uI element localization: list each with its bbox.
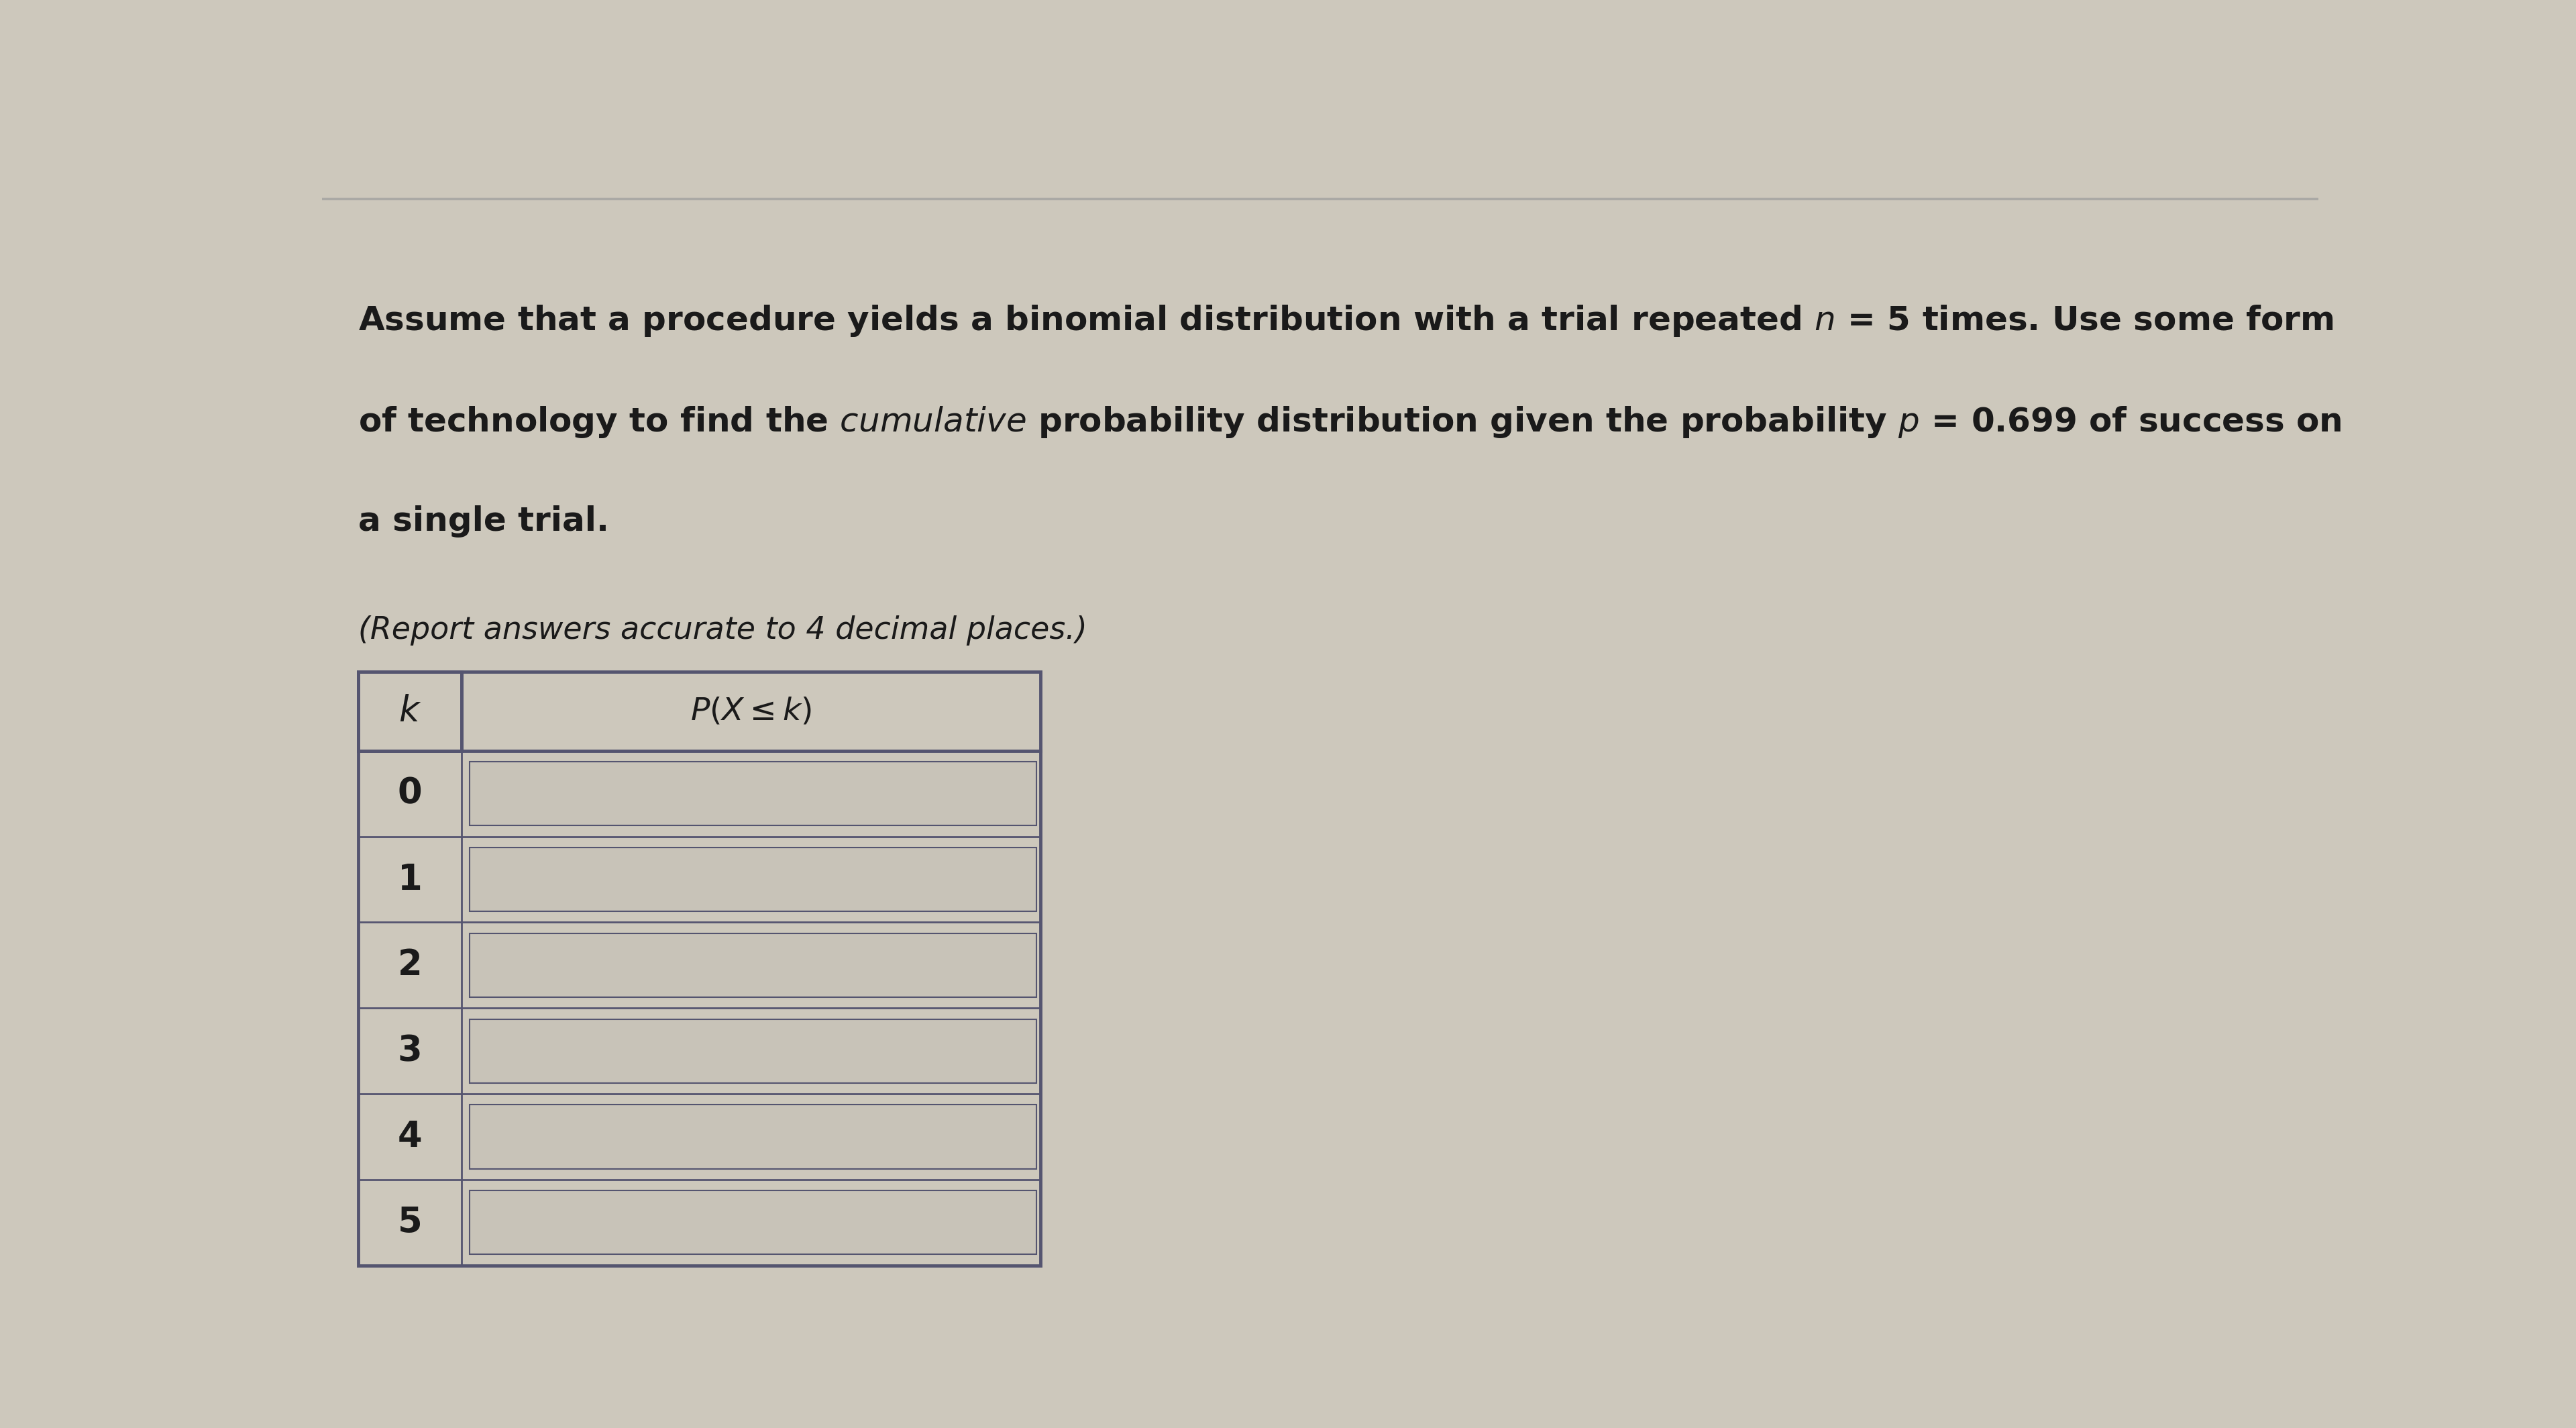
Bar bbox=[358, 1094, 461, 1180]
Text: 5: 5 bbox=[397, 1205, 422, 1240]
Bar bbox=[469, 848, 1036, 911]
Bar bbox=[358, 1180, 461, 1265]
Text: 3: 3 bbox=[397, 1034, 422, 1068]
Bar bbox=[469, 1105, 1036, 1168]
Text: $P(X \leq k)$: $P(X \leq k)$ bbox=[690, 695, 811, 727]
Bar bbox=[358, 837, 461, 922]
Bar bbox=[469, 1020, 1036, 1082]
Text: 0: 0 bbox=[397, 777, 422, 811]
Bar bbox=[358, 671, 1041, 1265]
Text: a single trial.: a single trial. bbox=[358, 506, 608, 538]
Text: 4: 4 bbox=[397, 1120, 422, 1154]
Bar bbox=[469, 1191, 1036, 1254]
Bar bbox=[469, 934, 1036, 997]
Text: 1: 1 bbox=[397, 863, 422, 897]
Text: (Report answers accurate to 4 decimal places.): (Report answers accurate to 4 decimal pl… bbox=[358, 615, 1087, 645]
Bar bbox=[358, 922, 461, 1008]
Text: of technology to find the $\it{cumulative}$ probability distribution given the p: of technology to find the $\it{cumulativ… bbox=[358, 404, 2342, 440]
Bar bbox=[358, 751, 461, 837]
Bar bbox=[358, 1008, 461, 1094]
Bar bbox=[469, 761, 1036, 825]
Text: Assume that a procedure yields a binomial distribution with a trial repeated $\i: Assume that a procedure yields a binomia… bbox=[358, 303, 2334, 338]
Bar bbox=[358, 671, 461, 751]
Text: 2: 2 bbox=[397, 948, 422, 982]
Text: $\it{k}$: $\it{k}$ bbox=[399, 694, 422, 728]
